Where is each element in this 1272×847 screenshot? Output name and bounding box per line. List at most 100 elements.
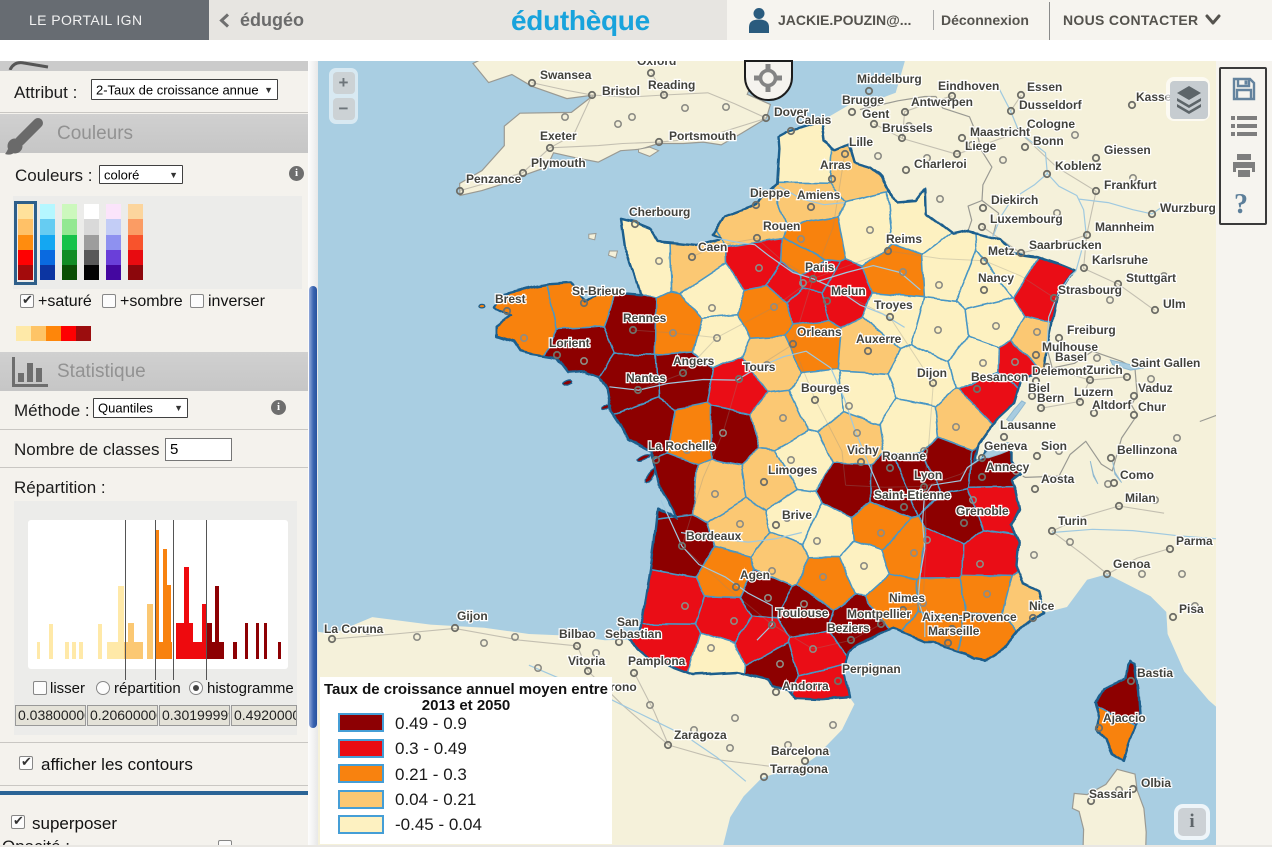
svg-text:Amiens: Amiens: [797, 188, 841, 202]
svg-text:Bordeaux: Bordeaux: [686, 529, 742, 543]
svg-text:Aosta: Aosta: [1041, 472, 1075, 486]
svg-text:Besancon: Besancon: [971, 370, 1028, 384]
svg-text:Nancy: Nancy: [978, 271, 1014, 285]
svg-text:Pamplona: Pamplona: [628, 654, 686, 668]
svg-text:La Rochelle: La Rochelle: [648, 439, 716, 453]
svg-text:Dijon: Dijon: [917, 366, 947, 380]
svg-text:Cologne: Cologne: [1027, 117, 1075, 131]
svg-text:Luxembourg: Luxembourg: [990, 212, 1063, 226]
svg-text:Bastia: Bastia: [1137, 666, 1173, 680]
svg-text:Brussels: Brussels: [882, 121, 933, 135]
svg-text:Genoa: Genoa: [1113, 557, 1151, 571]
svg-text:Saarbrucken: Saarbrucken: [1029, 238, 1102, 252]
svg-text:Exeter: Exeter: [540, 129, 577, 143]
svg-text:Swansea: Swansea: [540, 68, 592, 82]
svg-text:Annecy: Annecy: [986, 460, 1030, 474]
svg-text:Bilbao: Bilbao: [559, 627, 596, 641]
svg-text:Rouen: Rouen: [763, 219, 800, 233]
svg-text:Luzern: Luzern: [1074, 385, 1113, 399]
svg-text:Bellinzona: Bellinzona: [1117, 443, 1177, 457]
svg-text:Sassari: Sassari: [1089, 787, 1132, 801]
svg-text:Frankfurt: Frankfurt: [1104, 178, 1157, 192]
svg-text:Essen: Essen: [1027, 80, 1062, 94]
svg-text:Eindhoven: Eindhoven: [938, 79, 999, 93]
svg-text:Beziers: Beziers: [827, 621, 870, 635]
svg-text:Mulhouse: Mulhouse: [1042, 340, 1098, 354]
svg-text:Roanne: Roanne: [882, 449, 926, 463]
svg-text:Stuttgart: Stuttgart: [1126, 271, 1176, 285]
svg-text:Geneva: Geneva: [984, 439, 1028, 453]
svg-text:Parma: Parma: [1176, 534, 1213, 548]
svg-text:Strasbourg: Strasbourg: [1058, 283, 1122, 297]
svg-text:Gijon: Gijon: [457, 609, 488, 623]
svg-text:Maastricht: Maastricht: [970, 125, 1030, 139]
svg-text:Andorra: Andorra: [782, 679, 829, 693]
svg-text:Brest: Brest: [495, 292, 526, 306]
svg-text:Nice: Nice: [1029, 599, 1055, 613]
svg-text:Ulm: Ulm: [1163, 297, 1186, 311]
svg-text:Diekirch: Diekirch: [991, 193, 1038, 207]
svg-text:Reading: Reading: [648, 78, 695, 92]
svg-text:Orleans: Orleans: [797, 325, 842, 339]
svg-text:Gent: Gent: [862, 107, 889, 121]
svg-text:Calais: Calais: [796, 113, 832, 127]
svg-text:Milan: Milan: [1125, 491, 1156, 505]
svg-text:Bern: Bern: [1037, 391, 1064, 405]
svg-text:Rennes: Rennes: [623, 311, 667, 325]
svg-text:Olbia: Olbia: [1141, 776, 1171, 790]
svg-text:Caen: Caen: [698, 240, 727, 254]
svg-text:Middelburg: Middelburg: [857, 72, 922, 86]
svg-text:Altdorf: Altdorf: [1092, 398, 1132, 412]
svg-text:Portsmouth: Portsmouth: [669, 129, 736, 143]
svg-text:Mannheim: Mannheim: [1095, 220, 1154, 234]
svg-text:Metz: Metz: [988, 244, 1015, 258]
svg-text:Charleroi: Charleroi: [914, 157, 967, 171]
svg-text:Vichy: Vichy: [847, 443, 879, 457]
svg-text:Limoges: Limoges: [768, 463, 818, 477]
svg-text:Angers: Angers: [673, 354, 715, 368]
svg-text:Bristol: Bristol: [602, 84, 640, 98]
svg-text:Chur: Chur: [1138, 400, 1166, 414]
svg-text:Auxerre: Auxerre: [856, 332, 902, 346]
svg-text:Lille: Lille: [849, 135, 873, 149]
svg-text:Brive: Brive: [782, 508, 812, 522]
svg-text:Antwerpen: Antwerpen: [911, 95, 973, 109]
svg-text:Zaragoza: Zaragoza: [674, 728, 727, 742]
svg-text:Lyon: Lyon: [914, 468, 942, 482]
svg-text:Saint-Etienne: Saint-Etienne: [874, 488, 951, 502]
svg-text:Bonn: Bonn: [1033, 134, 1064, 148]
svg-text:Arras: Arras: [820, 158, 852, 172]
svg-text:Como: Como: [1120, 468, 1154, 482]
svg-text:Koblenz: Koblenz: [1055, 159, 1102, 173]
svg-text:Lausanne: Lausanne: [1000, 418, 1056, 432]
svg-text:Kassel: Kassel: [1136, 90, 1175, 104]
svg-text:Liege: Liege: [965, 139, 997, 153]
svg-text:Dusseldorf: Dusseldorf: [1019, 98, 1083, 112]
svg-text:Delemont: Delemont: [1032, 364, 1087, 378]
svg-text:Agen: Agen: [740, 568, 770, 582]
svg-text:Nimes: Nimes: [889, 591, 925, 605]
svg-text:Barcelona: Barcelona: [771, 744, 829, 758]
svg-text:Aix-en-Provence: Aix-en-Provence: [922, 610, 1017, 624]
svg-text:San: San: [617, 615, 639, 629]
svg-text:Grenoble: Grenoble: [956, 504, 1009, 518]
svg-text:Vaduz: Vaduz: [1138, 381, 1173, 395]
svg-text:Biel: Biel: [1028, 381, 1050, 395]
svg-text:Lorient: Lorient: [549, 336, 590, 350]
svg-text:Troyes: Troyes: [874, 298, 913, 312]
svg-text:Reims: Reims: [886, 232, 922, 246]
svg-text:Cherbourg: Cherbourg: [629, 205, 690, 219]
svg-text:Tarragona: Tarragona: [770, 762, 828, 776]
svg-text:Paris: Paris: [805, 260, 835, 274]
svg-text:Oxford: Oxford: [637, 61, 676, 68]
svg-text:Perpignan: Perpignan: [842, 662, 901, 676]
svg-text:Plymouth: Plymouth: [531, 156, 586, 170]
svg-text:Wurzburg: Wurzburg: [1160, 201, 1216, 215]
svg-text:St-Brieuc: St-Brieuc: [572, 284, 626, 298]
svg-text:Dover: Dover: [774, 105, 808, 119]
svg-text:Nantes: Nantes: [626, 371, 666, 385]
svg-text:Marseille: Marseille: [928, 624, 980, 638]
svg-text:Tours: Tours: [743, 360, 776, 374]
svg-text:Karlsruhe: Karlsruhe: [1092, 253, 1148, 267]
svg-text:Ajaccio: Ajaccio: [1103, 711, 1146, 725]
